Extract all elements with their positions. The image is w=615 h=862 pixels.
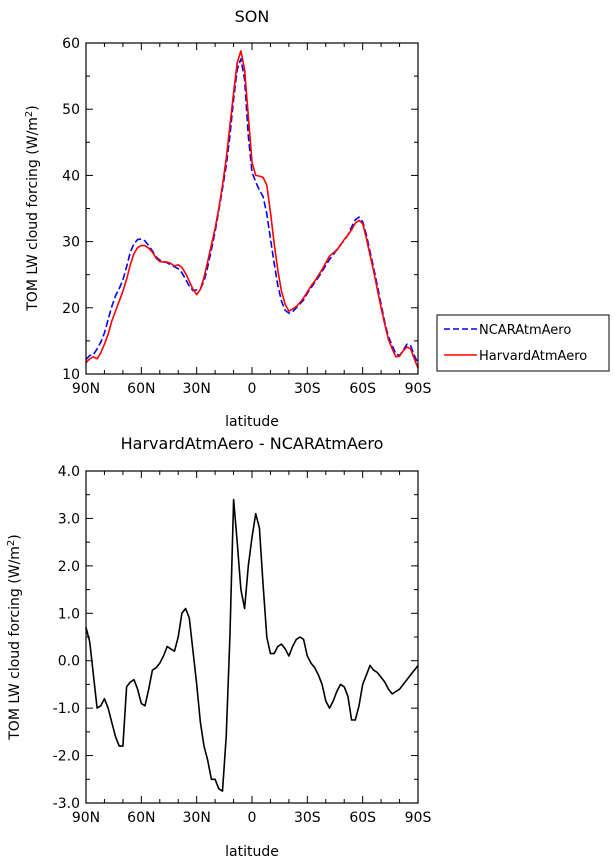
x-tick-label: 0: [248, 381, 257, 397]
chart-bottom: HarvardAtmAero - NCARAtmAero 90N 60N 30N 0 3…: [6, 434, 431, 860]
chart-bottom-x-axis-title: latitude: [225, 844, 279, 860]
chart-bottom-series: [85, 498, 419, 792]
x-tick-label: 90S: [405, 810, 432, 826]
chart-top-y-axis-title: TOM LW cloud forcing (W/m2): [24, 105, 41, 312]
chart-bottom-title: HarvardAtmAero - NCARAtmAero: [121, 434, 384, 453]
y-tick-label: -1.0: [53, 701, 80, 717]
y-tick-label: 40: [62, 168, 80, 184]
x-tick-label: 30N: [183, 381, 211, 397]
x-tick-label: 60S: [349, 381, 376, 397]
chart-bottom-frame: [85, 470, 419, 804]
x-tick-label: 60N: [127, 381, 155, 397]
x-tick-label: 30S: [294, 381, 321, 397]
chart-top-series-ncaratmaero-line: [85, 58, 419, 364]
chart-top-title: SON: [235, 7, 270, 26]
chart-top-ticks: 90N 60N 30N 0 30S 60S 90S 10 20 30 40 50 60: [62, 36, 431, 397]
chart-bottom-ticks: 90N 60N 30N 0 30S 60S 90S -3.0 -2.0 -1.0 0.0 1.0 2.0…: [53, 464, 432, 826]
chart-top-legend: NCARAtmAero HarvardAtmAero: [436, 314, 610, 372]
chart-bottom-series-difference-line: [85, 498, 419, 792]
y-tick-label: -2.0: [53, 749, 80, 765]
chart-top-x-axis-title: latitude: [225, 414, 279, 430]
y-tick-label: 50: [62, 102, 80, 118]
chart-top-frame: [85, 42, 419, 375]
x-tick-label: 60S: [349, 810, 376, 826]
y-tick-label: -3.0: [53, 796, 80, 812]
y-tick-label: 0.0: [58, 654, 80, 670]
y-tick-label: 20: [62, 301, 80, 317]
chart-top: SON 90N 60N 30N 0 30S 60S 90S 10 20 30 40 50 60 lati…: [24, 7, 610, 430]
chart-top-series-harvardatmaero-line: [85, 50, 419, 369]
y-tick-label: 10: [62, 367, 80, 383]
y-tick-label: 1.0: [58, 606, 80, 622]
x-tick-label: 90S: [405, 381, 432, 397]
x-tick-label: 90N: [72, 810, 100, 826]
y-tick-label: 60: [62, 36, 80, 52]
chart-bottom-y-axis-title: TOM LW cloud forcing (W/m2): [6, 534, 23, 741]
y-tick-label: 3.0: [58, 511, 80, 527]
y-tick-label: 30: [62, 235, 80, 251]
legend-label-harvard: HarvardAtmAero: [479, 349, 587, 364]
x-tick-label: 30N: [183, 810, 211, 826]
x-tick-label: 30S: [294, 810, 321, 826]
x-tick-label: 0: [248, 810, 257, 826]
legend-box: [436, 314, 610, 372]
y-tick-label: 2.0: [58, 559, 80, 575]
legend-label-ncar: NCARAtmAero: [479, 323, 571, 338]
x-tick-label: 60N: [127, 810, 155, 826]
x-tick-label: 90N: [72, 381, 100, 397]
y-tick-label: 4.0: [58, 464, 80, 480]
chart-top-series: [85, 50, 419, 369]
